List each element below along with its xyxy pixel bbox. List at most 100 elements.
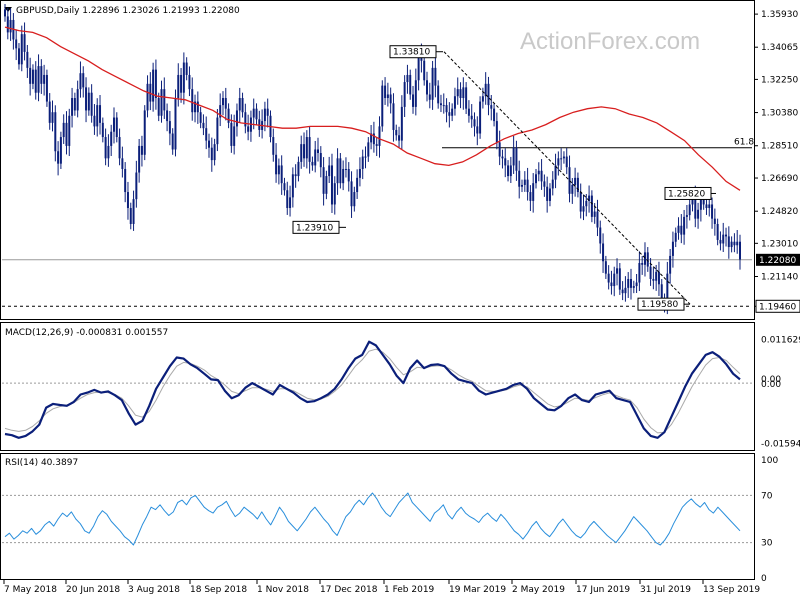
candle <box>674 227 677 248</box>
candle <box>289 185 292 217</box>
candle <box>258 110 261 137</box>
candle <box>507 160 510 182</box>
candle <box>194 94 197 123</box>
candle <box>641 256 644 275</box>
candle <box>716 218 719 246</box>
candle <box>596 199 599 237</box>
candle <box>249 110 252 142</box>
x-tick-label: 31 Jul 2019 <box>640 585 691 595</box>
candle <box>76 80 79 118</box>
x-tick-label: 13 Sep 2019 <box>703 585 760 595</box>
candle <box>219 93 222 127</box>
candle <box>235 103 238 137</box>
rsi-tick-label: 70 <box>761 491 773 501</box>
candle <box>406 64 409 94</box>
candle <box>34 61 37 100</box>
candle <box>512 135 515 174</box>
candle <box>431 60 434 110</box>
y-tick-label: 1.35930 <box>761 10 798 20</box>
x-tick-label: 20 Jun 2018 <box>66 585 120 595</box>
candle <box>300 135 303 169</box>
candle <box>168 110 171 146</box>
candle <box>540 159 543 190</box>
candle <box>568 155 571 203</box>
candle <box>381 80 384 132</box>
macd-tick-label: 0.00 <box>761 380 781 390</box>
candle <box>624 276 627 302</box>
candle <box>132 190 135 231</box>
support-price-label: 1.19460 <box>759 302 796 312</box>
candle <box>403 75 406 118</box>
candle <box>398 126 401 148</box>
candle <box>199 106 202 129</box>
support-price-tag <box>755 299 800 313</box>
candle <box>104 128 107 166</box>
candle <box>484 72 487 105</box>
rsi-panel-frame <box>0 453 755 580</box>
candle <box>627 272 630 298</box>
candle <box>713 208 716 236</box>
macd-tick-label: -0.015949 <box>761 439 800 449</box>
candle <box>101 117 104 143</box>
candle <box>227 103 230 129</box>
candle <box>303 132 306 167</box>
candle <box>65 111 68 155</box>
candle <box>529 185 532 212</box>
candle <box>518 160 521 199</box>
candle <box>311 156 314 171</box>
candle <box>576 172 579 198</box>
candle <box>138 139 141 183</box>
candle <box>202 114 205 136</box>
candle <box>498 130 501 166</box>
candle <box>465 82 468 114</box>
candle <box>532 173 535 213</box>
candle <box>59 131 62 169</box>
candle <box>4 4 6 22</box>
watermark: ActionForex.com <box>520 28 700 55</box>
candle <box>272 128 275 162</box>
candle <box>20 25 23 72</box>
candle <box>238 87 241 123</box>
annotation-label: 1.25820 <box>664 186 716 200</box>
macd-panel-frame <box>0 322 755 451</box>
candle <box>330 153 333 213</box>
candle <box>266 98 269 128</box>
candle <box>79 61 82 98</box>
candle <box>180 68 183 103</box>
candle <box>118 128 121 166</box>
candle <box>697 202 700 229</box>
candle <box>515 140 518 181</box>
candle <box>588 185 591 213</box>
candle <box>610 270 613 295</box>
candle <box>375 137 378 157</box>
candle <box>152 62 155 112</box>
candle <box>182 52 185 105</box>
candle <box>319 146 322 178</box>
candle <box>135 160 138 208</box>
candle <box>71 87 74 128</box>
candle <box>112 107 115 144</box>
candle <box>62 114 65 144</box>
candle <box>163 77 166 119</box>
candle <box>140 135 143 167</box>
candle <box>655 264 658 291</box>
macd-tick-label: 0.011629 <box>761 335 800 345</box>
rsi-tick-label: 30 <box>761 539 773 549</box>
candle <box>224 87 227 121</box>
candle <box>652 267 655 290</box>
candle <box>261 109 264 139</box>
svg-text:1.23910: 1.23910 <box>296 223 333 233</box>
main-header: GBPUSD,Daily 1.22896 1.23026 1.21993 1.2… <box>16 6 240 16</box>
y-tick-label: 1.23010 <box>761 239 798 249</box>
y-tick-label: 1.30380 <box>761 109 798 119</box>
candle <box>43 64 46 96</box>
candle <box>241 92 244 118</box>
candle <box>283 177 286 196</box>
candle <box>602 233 605 273</box>
candle <box>501 149 504 169</box>
candle <box>526 167 529 201</box>
candle <box>347 162 350 192</box>
candle <box>196 91 199 124</box>
candle <box>395 124 398 141</box>
candle <box>476 116 479 146</box>
